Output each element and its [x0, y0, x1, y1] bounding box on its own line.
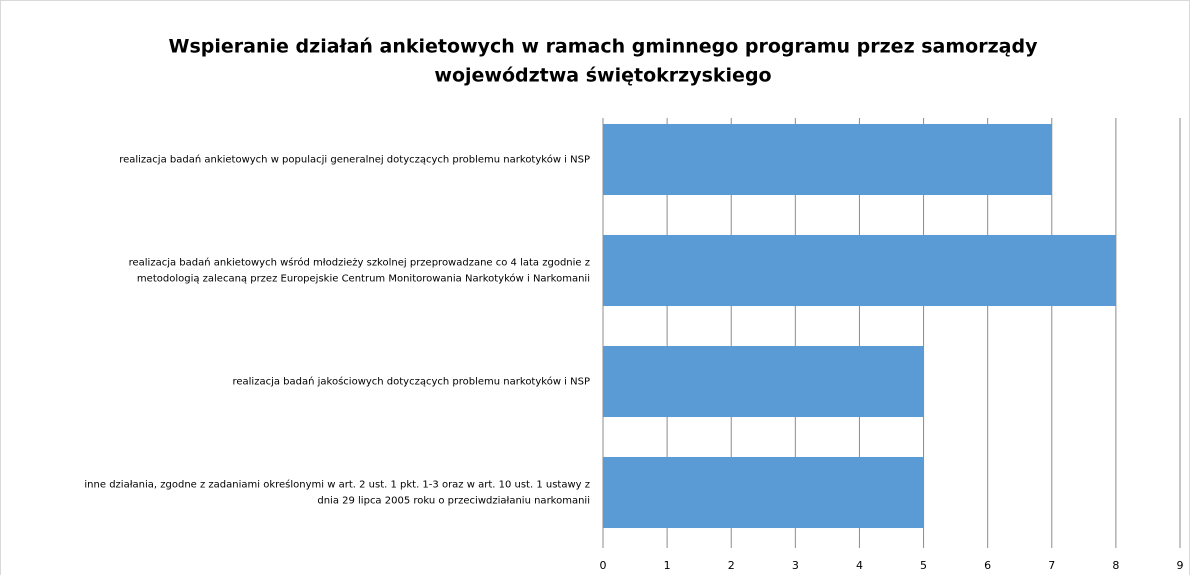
y-tick-label: realizacja badań ankietowych w populacji… [119, 154, 590, 166]
y-tick-label: realizacja badań ankietowych wśród młodz… [129, 257, 590, 285]
x-tick-label: 7 [1048, 559, 1055, 572]
y-tick-label: realizacja badań jakościowych dotyczącyc… [232, 376, 590, 388]
x-tick-label: 8 [1112, 559, 1119, 572]
x-tick-label: 6 [984, 559, 991, 572]
x-tick-label: 5 [920, 559, 927, 572]
bar [603, 456, 924, 529]
chart-title: Wspieranie działań ankietowych w ramach … [169, 35, 1039, 86]
y-tick-label: inne działania, zgodne z zadaniami okreś… [84, 479, 590, 507]
x-tick-label: 4 [856, 559, 863, 572]
x-tick-label: 9 [1177, 559, 1184, 572]
bar [603, 123, 1052, 196]
x-tick-label: 1 [664, 559, 671, 572]
x-tick-label: 3 [792, 559, 799, 572]
x-tick-label: 0 [600, 559, 607, 572]
x-tick-label: 2 [728, 559, 735, 572]
bar [603, 234, 1116, 307]
bar [603, 345, 924, 418]
